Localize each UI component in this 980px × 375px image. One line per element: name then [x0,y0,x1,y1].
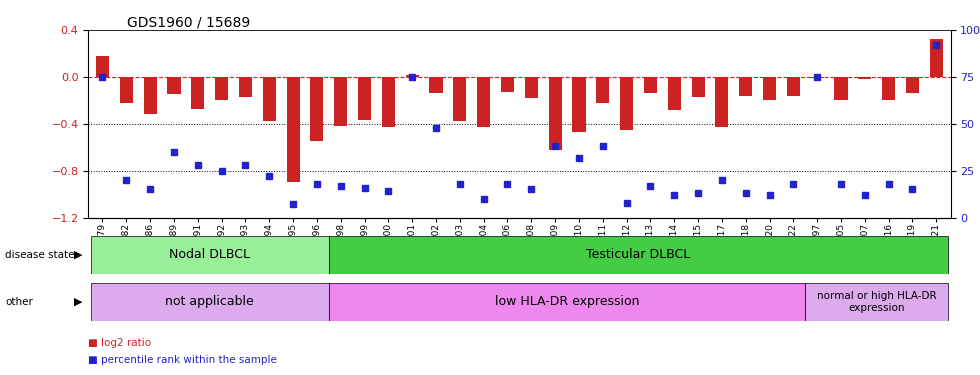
FancyBboxPatch shape [806,283,949,321]
Bar [239,77,252,97]
FancyBboxPatch shape [90,236,329,274]
Bar [834,77,848,101]
Bar [882,77,895,101]
Text: not applicable: not applicable [166,296,254,308]
Bar [763,77,776,101]
Text: ▶: ▶ [74,297,82,307]
Bar [358,77,371,120]
Text: disease state: disease state [5,250,74,260]
Bar [406,75,418,77]
Text: ▶: ▶ [74,250,82,260]
FancyBboxPatch shape [90,283,329,321]
Bar [286,77,300,182]
FancyBboxPatch shape [329,283,806,321]
Text: low HLA-DR expression: low HLA-DR expression [495,296,639,308]
Bar [168,77,180,94]
Bar [477,77,490,127]
Bar [120,77,133,103]
Bar [739,77,753,96]
Bar [263,77,275,122]
Bar [311,77,323,141]
Bar [429,77,443,93]
Text: other: other [5,297,32,307]
Text: normal or high HLA-DR
expression: normal or high HLA-DR expression [817,291,937,313]
Bar [692,77,705,97]
Text: Nodal DLBCL: Nodal DLBCL [170,249,250,261]
Bar [524,77,538,98]
Bar [858,77,871,79]
Bar [596,77,610,103]
Bar [930,39,943,77]
Bar [191,77,205,108]
Text: Testicular DLBCL: Testicular DLBCL [586,249,691,261]
Bar [620,77,633,130]
Bar [96,56,109,77]
Text: ■ log2 ratio: ■ log2 ratio [88,338,151,348]
Bar [382,77,395,127]
Bar [572,77,585,132]
Bar [215,77,228,101]
Bar [667,77,681,110]
Bar [787,77,800,96]
Bar [715,77,728,127]
Bar [906,77,919,93]
Bar [144,77,157,114]
Bar [501,77,514,92]
FancyBboxPatch shape [329,236,949,274]
Text: GDS1960 / 15689: GDS1960 / 15689 [127,15,251,29]
Bar [549,77,562,150]
Bar [334,77,347,126]
Text: ■ percentile rank within the sample: ■ percentile rank within the sample [88,355,277,365]
Bar [810,77,824,78]
Bar [644,77,657,93]
Bar [454,77,466,122]
